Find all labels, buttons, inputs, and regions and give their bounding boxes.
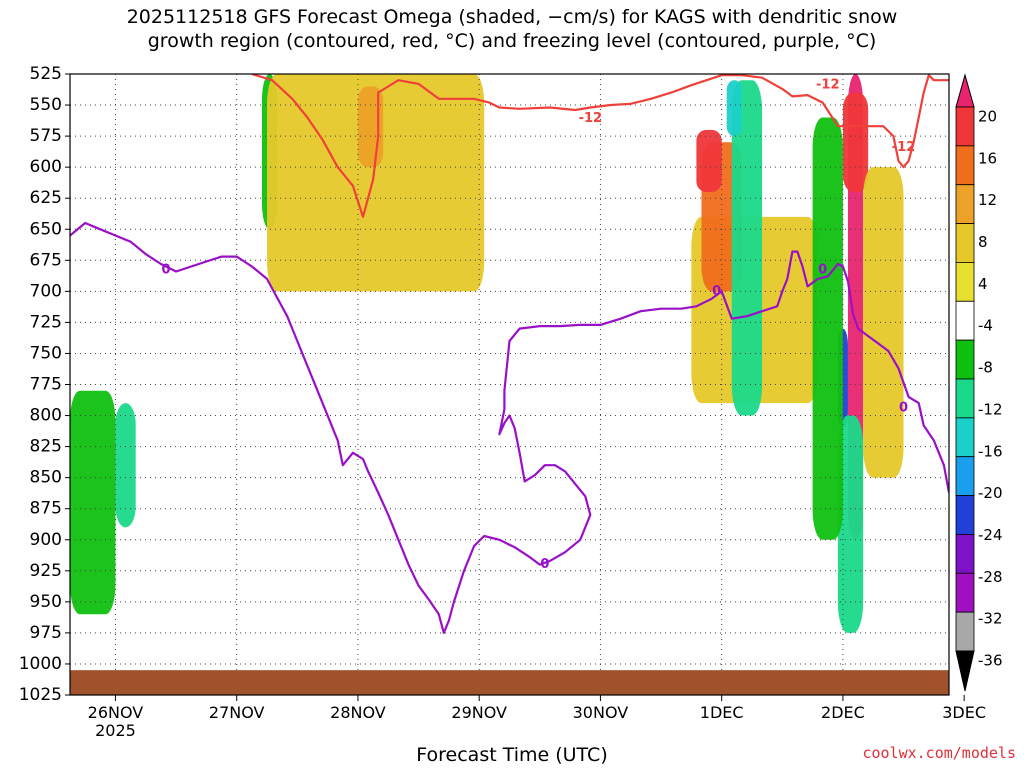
omega-region-8 — [696, 129, 722, 192]
omega-shading-layer — [70, 74, 904, 633]
colorbar-segment — [955, 184, 975, 224]
x-axis-title: Forecast Time (UTC) — [416, 744, 608, 766]
contour-labels: -12 -12 -12 0 0 0 0 0 — [161, 78, 915, 572]
colorbar-label: -8 — [978, 359, 993, 377]
colorbar-segment — [955, 495, 975, 535]
colorbar-segment — [955, 534, 975, 574]
x-tick-label: 3DEC — [942, 703, 986, 722]
contour-label: -12 — [892, 140, 916, 155]
y-tick-label: 675 — [30, 250, 62, 270]
x-tick-label: 29NOV — [451, 703, 507, 722]
colorbar-label: 4 — [978, 275, 988, 293]
colorbar-segment — [955, 106, 975, 147]
y-axis: 525 550 575 600 625 650 675 700 725 750 775 800 825 8… — [19, 64, 70, 705]
omega-region-14 — [837, 415, 864, 633]
colorbar-bottom-arrow — [955, 650, 975, 692]
contour-label: 0 — [712, 284, 721, 299]
chart-title-line-1: 2025112518 GFS Forecast Omega (shaded, −… — [126, 6, 898, 28]
x-tick-label: 1DEC — [700, 703, 744, 722]
y-tick-label: 800 — [30, 406, 62, 426]
y-tick-label: 825 — [30, 437, 62, 457]
y-tick-label: 875 — [30, 499, 62, 519]
y-tick-label: 525 — [30, 64, 62, 84]
colorbar-label: -20 — [978, 484, 1003, 502]
x-tick-label: 28NOV — [330, 703, 386, 722]
colorbar-label: 16 — [978, 149, 997, 167]
x-tick-label: 26NOV — [88, 703, 144, 722]
omega-region-4 — [267, 74, 485, 292]
terrain-band — [70, 670, 949, 695]
contour-layer — [70, 74, 949, 634]
y-tick-label: 600 — [30, 157, 62, 177]
y-tick-label: 1025 — [19, 685, 62, 705]
omega-region-16 — [863, 167, 904, 478]
credit-text: coolwx.com/models — [862, 744, 1016, 762]
y-tick-label: 950 — [30, 592, 62, 612]
y-tick-label: 575 — [30, 126, 62, 146]
contour-label: 0 — [540, 557, 549, 572]
y-tick-label: 725 — [30, 312, 62, 332]
y-tick-label: 700 — [30, 281, 62, 301]
colorbar-segment — [955, 223, 975, 263]
contour-label: 0 — [818, 263, 827, 278]
contour-label: -12 — [816, 78, 840, 93]
omega-region-15 — [812, 117, 843, 540]
y-tick-label: 750 — [30, 343, 62, 363]
colorbar-label: 12 — [978, 191, 997, 209]
y-tick-label: 1000 — [19, 654, 62, 674]
freezing-level-contour — [70, 221, 949, 634]
omega-region-2 — [115, 403, 136, 528]
y-tick-label: 775 — [30, 375, 62, 395]
y-tick-label: 650 — [30, 219, 62, 239]
dendritic-growth-contour — [251, 74, 949, 218]
colorbar-label: -24 — [978, 526, 1003, 544]
y-tick-label: 975 — [30, 623, 62, 643]
y-tick-label: 625 — [30, 188, 62, 208]
colorbar-segment — [955, 145, 975, 186]
y-tick-label: 550 — [30, 95, 62, 115]
colorbar-segment — [955, 611, 975, 652]
y-tick-label: 900 — [30, 530, 62, 550]
colorbar-segment — [955, 378, 975, 419]
colorbar-label: 8 — [978, 233, 988, 251]
colorbar-label: -16 — [978, 442, 1003, 460]
colorbar-segment — [955, 456, 975, 496]
colorbar-segment — [955, 262, 975, 302]
chart-title-line-2: growth region (contoured, red, °C) and f… — [147, 30, 877, 52]
colorbar-label: -32 — [978, 610, 1003, 628]
omega-region-1 — [70, 390, 116, 615]
colorbar-segment — [955, 417, 975, 458]
grid-lines — [70, 74, 949, 695]
y-tick-label: 925 — [30, 561, 62, 581]
colorbar-label: -4 — [978, 317, 993, 335]
colorbar-segment — [955, 339, 975, 380]
terrain-layer — [70, 670, 949, 695]
colorbar-segment — [955, 572, 975, 613]
omega-region-5 — [357, 86, 384, 168]
contour-label: 0 — [899, 401, 908, 416]
colorbar-top-arrow — [955, 73, 975, 108]
contour-label: -12 — [579, 111, 603, 126]
colorbar-label: 20 — [978, 108, 997, 126]
colorbar-label: -36 — [978, 652, 1003, 670]
omega-region-12 — [842, 92, 869, 192]
x-tick-label: 30NOV — [573, 703, 629, 722]
x-tick-sublabel: 2025 — [95, 721, 136, 740]
x-tick-label: 27NOV — [209, 703, 265, 722]
x-tick-label: 2DEC — [821, 703, 865, 722]
omega-region-10 — [726, 80, 742, 137]
colorbar: 20 16 12 8 4 -4 -8 -12 -16 -20 -24 -28 -32 -36 — [955, 73, 1003, 692]
omega-region-9 — [731, 80, 763, 416]
contour-label: 0 — [161, 263, 170, 278]
colorbar-segment — [955, 300, 975, 341]
colorbar-label: -12 — [978, 400, 1003, 418]
y-tick-label: 850 — [30, 468, 62, 488]
colorbar-label: -28 — [978, 568, 1003, 586]
